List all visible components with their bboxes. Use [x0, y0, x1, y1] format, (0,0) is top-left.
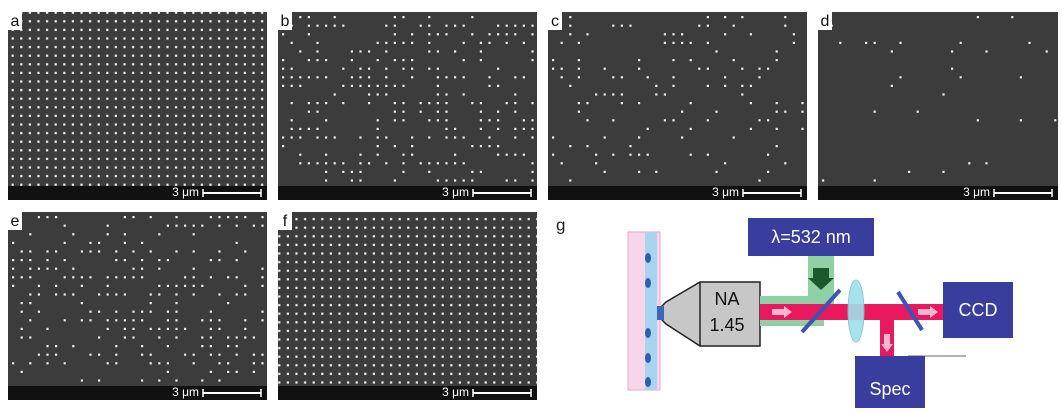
scale-label: 3 μm	[442, 385, 469, 399]
sem-image: f 3 μm	[278, 212, 537, 400]
objective-tip	[657, 306, 664, 320]
scale-label: 3 μm	[172, 185, 199, 199]
sem-image: b 3 μm	[278, 12, 537, 200]
ccd-label: CCD	[959, 300, 998, 320]
scale-label: 3 μm	[712, 185, 739, 199]
panel-label: g	[556, 215, 565, 234]
lens	[848, 280, 864, 342]
particle-array	[8, 12, 267, 186]
objective-label: 1.45	[709, 315, 744, 335]
scale-label: 3 μm	[963, 185, 990, 199]
figure: a 3 μm b 3 μm c 3 μm d 3 μm e 3 μm f 3 μm g NA 1.45	[0, 0, 1062, 414]
panel-label: a	[11, 13, 20, 30]
panel-label: d	[821, 13, 830, 30]
panel-label: f	[283, 213, 288, 230]
setup-diagram: g NA 1.45 λ=532 nm CCD	[556, 215, 1013, 408]
sem-image: a 3 μm	[8, 12, 267, 200]
panel-label: e	[11, 213, 20, 230]
sem-background	[278, 12, 537, 200]
panel-label: b	[281, 13, 290, 30]
objective-label: NA	[714, 289, 739, 309]
sem-background	[818, 12, 1058, 200]
panel-label: c	[551, 13, 559, 30]
spec-label: Spec	[869, 379, 910, 399]
laser-label: λ=532 nm	[771, 227, 851, 247]
scale-label: 3 μm	[172, 385, 199, 399]
sem-image: c 3 μm	[548, 12, 807, 200]
sem-panels: a 3 μm b 3 μm c 3 μm d 3 μm e 3 μm f 3 μm	[8, 12, 1058, 400]
sem-image: d 3 μm	[818, 12, 1058, 200]
sem-image: e 3 μm	[8, 212, 267, 400]
scale-label: 3 μm	[442, 185, 469, 199]
particle-array	[278, 212, 537, 386]
